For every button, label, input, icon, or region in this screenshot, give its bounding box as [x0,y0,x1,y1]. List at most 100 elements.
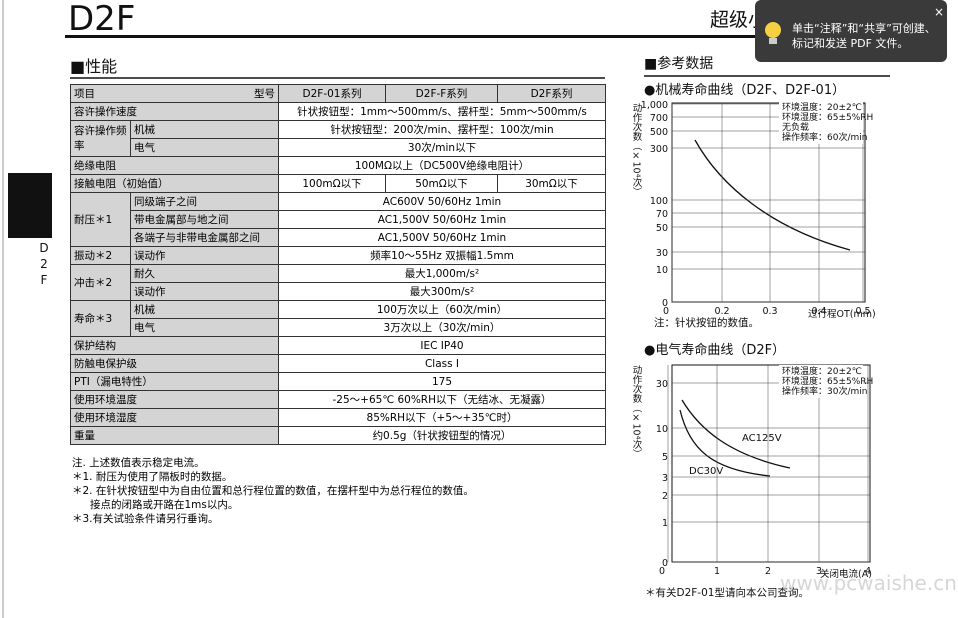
condition: 环境温度：20±2℃ [782,101,862,113]
x-tick-label: 0.5 [855,306,870,317]
cell: 项目 [74,88,95,100]
cell: 寿命＊3 [70,300,131,337]
y-tick-label: 0 [662,558,668,569]
cell: 针状按钮型：1mm～500mm/s、摆杆型：5mm～500mm/s [278,102,606,121]
x-tick-label: 0.2 [714,306,729,317]
bulb-base [769,38,777,44]
cell: 误动作 [130,246,279,265]
cell: PTI（漏电特性） [70,372,279,391]
x-tick-label: 1 [714,566,720,577]
condition: 环境湿度：65±5%RH [782,111,873,123]
y-tick-label: 50 [656,223,668,234]
y-tick-label: 30 [656,379,668,390]
model-title: D2F [68,0,135,39]
cell: 使用环境温度 [70,390,279,409]
condition: 环境湿度：65±5%RH [782,375,873,387]
cell: -25～+65℃ 60%RH以下（无结冰、无凝露） [278,390,606,409]
cell: 电气 [130,318,279,337]
cell: AC1,500V 50/60Hz 1min [278,210,606,229]
cell: 接触电阻（初始值） [70,174,279,193]
chart-title: ●电气寿命曲线（D2F） [644,342,785,358]
life-curve [694,139,851,251]
cell: 30mΩ以下 [497,174,606,193]
cell: 重量 [70,426,279,445]
tab-letter: D [39,241,48,255]
life-curve [681,399,791,469]
x-tick-label: 2 [765,566,771,577]
note: 注. 上述数值表示稳定电流。 [72,457,205,469]
y-axis-label: 动作次数（×10⁴次） [631,365,643,458]
cell: 175 [278,372,606,391]
curve-label: DC30V [689,466,723,477]
y-axis-label: 动作次数（×10⁴次） [631,103,643,196]
cell: 各端子与非带电金属部之间 [130,228,279,247]
section-title: ■性能 [70,57,117,76]
cell: 最大300m/s² [278,282,606,301]
cell: 同级端子之间 [130,192,279,211]
footnote: ＊有关D2F-01型请向本公司查询。 [645,586,809,599]
tooltip-text: 单击“注释”和“共享”可创建、 [792,21,936,35]
cell: 电气 [130,138,279,157]
cell: 50mΩ以下 [385,174,498,193]
cell: 85%RH以下（+5～+35℃时） [278,408,606,427]
y-tick-label: 3 [662,473,668,484]
x-axis-label: 关闭电流(A) [820,568,872,580]
cell: 耐压＊1 [70,192,131,247]
cell: 容许操作频率 [70,120,131,157]
note: ＊1. 耐压为使用了隔板时的数据。 [72,471,233,483]
cell: D2F-F系列 [385,84,498,103]
cell: 约0.5g（针状按钮型的情况） [278,426,606,445]
y-tick-label: 700 [650,113,668,124]
bulb-icon [765,22,781,38]
cell: 最大1,000m/s² [278,264,606,283]
x-tick-label: 0 [659,566,665,577]
cell: 保护结构 [70,336,279,355]
cell: IEC IP40 [278,336,606,355]
condition: 无负载 [782,121,809,133]
y-tick-label: 300 [650,144,668,155]
curve-label: AC125V [742,433,782,444]
section-title: ■参考数据 [644,55,713,72]
cell: 针状按钮型：200次/min、摆杆型：100次/min [278,120,606,139]
cell: 机械 [130,120,279,139]
cell: 100万次以上（60次/min） [278,300,606,319]
cell: 带电金属部与地之间 [130,210,279,229]
cell: 误动作 [130,282,279,301]
cell: 100mΩ以下 [278,174,386,193]
cell: 机械 [130,300,279,319]
condition: 操作频率：30次/min [782,385,867,397]
y-tick-label: 5 [662,452,668,463]
cell: 振动＊2 [70,246,131,265]
tab-letter: F [41,273,48,287]
tooltip[interactable] [755,0,947,62]
x-tick-label: 4 [865,566,871,577]
x-tick-label: 0.3 [762,306,777,317]
cell: D2F系列 [497,84,606,103]
tooltip-close[interactable]: × [934,5,944,19]
watermark: www.pcwaishe.cn [780,571,957,595]
note: ＊3.有关试验条件请另行垂询。 [72,513,219,525]
cell: 冲击＊2 [70,264,131,301]
cell: 防触电保护级 [70,354,279,373]
y-tick-label: 10 [656,424,668,435]
cell: AC1,500V 50/60Hz 1min [278,228,606,247]
y-tick-label: 500 [650,127,668,138]
y-tick-label: 100 [650,196,668,207]
cell: 100MΩ以上（DC500V绝缘电阻计） [278,156,606,175]
cell: 30次/min以下 [278,138,606,157]
conditions-box [779,365,863,398]
cell: D2F-01系列 [278,84,386,103]
cell: 型号 [254,88,275,100]
condition: 环境温度：20±2℃ [782,365,862,377]
x-axis-label: 过行程OT(mm) [808,308,876,320]
x-tick-label: 3 [816,566,822,577]
tooltip-text: 标记和发送 PDF 文件。 [792,36,908,50]
note: ＊2. 在针状按钮型中为自由位置和总行程位置的数值，在摆杆型中为总行程位的数值。 [72,485,474,497]
chart-title: ●机械寿命曲线（D2F、D2F-01） [644,82,845,98]
spec-table: 项目 型号 D2F-01系列 D2F-F系列 D2F系列 容许操作速度 针状按钮型：1m… [70,84,606,445]
cell: 耐久 [130,264,279,283]
chart-note: 注：针状按钮的数值。 [654,316,759,329]
x-tick-label: 0.4 [811,306,826,317]
